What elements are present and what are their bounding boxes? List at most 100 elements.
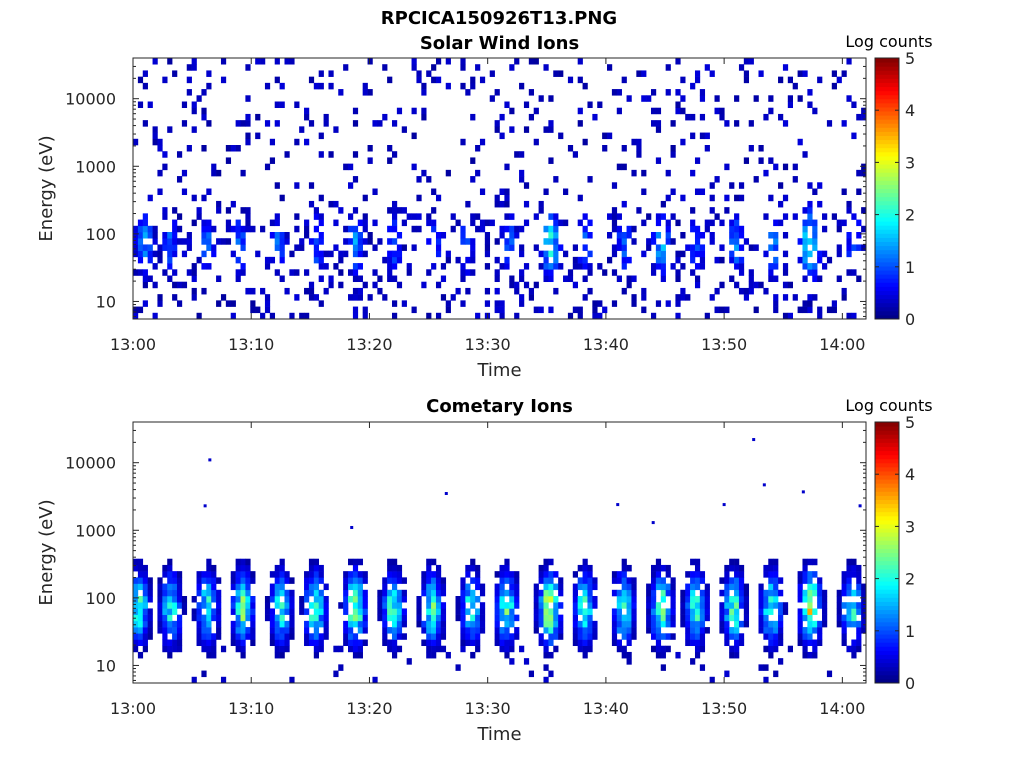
spectrogram-cell bbox=[352, 639, 359, 647]
spectrogram-cell bbox=[162, 571, 168, 578]
spectrogram-cell bbox=[690, 113, 696, 121]
spectrogram-cell bbox=[724, 614, 730, 622]
spectrogram-cell bbox=[714, 95, 720, 102]
spectrogram-cell bbox=[318, 614, 324, 622]
spectrogram-cell bbox=[269, 256, 276, 264]
spectrogram-cell bbox=[665, 564, 671, 572]
spectrogram-cell bbox=[157, 244, 163, 251]
spectrogram-cell bbox=[807, 101, 813, 109]
spectrogram-cell bbox=[787, 281, 793, 289]
spectrogram-cell bbox=[553, 176, 559, 183]
spectrogram-cell bbox=[734, 633, 740, 640]
spectrogram-cell bbox=[670, 120, 676, 127]
spectrogram-cell bbox=[787, 312, 793, 320]
spectrogram-cell bbox=[245, 614, 251, 622]
spectrogram-cell bbox=[665, 571, 671, 578]
spectrogram-cell bbox=[807, 639, 813, 647]
spectrogram-cell bbox=[460, 583, 466, 591]
spectrogram-cell bbox=[631, 596, 637, 603]
spectrogram-cell bbox=[782, 281, 789, 289]
spectrogram-cell bbox=[152, 225, 158, 233]
spectrogram-cell bbox=[250, 602, 256, 609]
colorbar-segment bbox=[875, 274, 899, 279]
spectrogram-cell bbox=[856, 620, 862, 628]
spectrogram-cell bbox=[846, 558, 852, 566]
spectrogram-cell bbox=[802, 558, 808, 566]
spectrogram-cell bbox=[724, 608, 730, 615]
spectrogram-cell bbox=[509, 126, 515, 133]
spectrogram-cell bbox=[734, 238, 740, 245]
spectrogram-cell bbox=[548, 157, 554, 164]
spectrogram-cell bbox=[240, 589, 246, 597]
spectrogram-cell bbox=[176, 577, 183, 584]
spectrogram-cell bbox=[431, 608, 437, 615]
spectrogram-cell bbox=[435, 583, 442, 591]
spectrogram-cell bbox=[167, 589, 173, 597]
spectrogram-cell bbox=[851, 564, 857, 572]
spectrogram-cell bbox=[313, 596, 319, 603]
spectrogram-cell bbox=[279, 602, 285, 609]
spectrogram-cell bbox=[499, 602, 505, 609]
spectrogram-cell bbox=[773, 639, 779, 647]
spectrogram-cell bbox=[856, 232, 862, 239]
spectrogram-cell bbox=[245, 287, 251, 295]
spectrogram-cell bbox=[582, 571, 588, 578]
spectrogram-cell bbox=[587, 596, 593, 603]
spectrogram-cell bbox=[650, 232, 657, 239]
spectrogram-cell bbox=[391, 213, 398, 220]
spectrogram-cell bbox=[245, 225, 251, 233]
spectrogram-cell bbox=[660, 269, 666, 276]
spectrogram-cell bbox=[797, 627, 803, 634]
colorbar-segment bbox=[875, 670, 899, 676]
spectrogram-cell bbox=[460, 602, 466, 609]
spectrogram-cell bbox=[514, 602, 520, 609]
spectrogram-cell bbox=[572, 306, 578, 314]
spectrogram-cell bbox=[426, 639, 432, 647]
spectrogram-cell bbox=[572, 583, 578, 591]
spectrogram-cell bbox=[782, 250, 789, 258]
spectrogram-cell bbox=[846, 645, 852, 653]
spectrogram-cell bbox=[773, 219, 779, 227]
spectrogram-cell bbox=[841, 188, 847, 196]
spectrogram-cell bbox=[318, 132, 324, 140]
spectrogram-cell bbox=[538, 589, 544, 597]
spectrogram-cell bbox=[685, 608, 691, 615]
spectrogram-cell bbox=[509, 589, 515, 597]
spectrogram-cell bbox=[533, 589, 539, 597]
spectrogram-cell bbox=[167, 639, 173, 647]
spectrogram-cell bbox=[577, 564, 583, 572]
spectrogram-cell bbox=[211, 577, 217, 584]
spectrogram-cell bbox=[396, 564, 403, 572]
spectrogram-cell bbox=[660, 620, 666, 628]
spectrogram-cell bbox=[577, 256, 583, 264]
spectrogram-cell bbox=[646, 244, 652, 251]
spectrogram-cell bbox=[289, 627, 295, 634]
spectrogram-cell bbox=[387, 577, 393, 584]
spectrogram-cell bbox=[421, 589, 427, 597]
colorbar-segment bbox=[875, 249, 899, 255]
spectrogram-cell bbox=[592, 300, 598, 307]
spectrogram-cell bbox=[719, 256, 725, 264]
spectrogram-cell bbox=[377, 614, 383, 622]
spectrogram-cell bbox=[352, 238, 359, 245]
spectrogram-cell bbox=[406, 658, 412, 665]
spectrogram-cell bbox=[572, 633, 578, 640]
spectrogram-cell bbox=[543, 238, 549, 245]
spectrogram-cell bbox=[538, 608, 544, 615]
spectrogram-cell bbox=[304, 589, 310, 597]
spectrogram-cell bbox=[142, 225, 148, 233]
spectrogram-cell bbox=[377, 596, 383, 603]
spectrogram-cell bbox=[670, 583, 676, 591]
spectrogram-cell bbox=[626, 651, 632, 659]
spectrogram-cell bbox=[157, 169, 163, 177]
spectrogram-cell bbox=[660, 645, 666, 653]
spectrogram-cell bbox=[548, 583, 554, 591]
spectrogram-cell bbox=[137, 238, 144, 245]
spectrogram-cell bbox=[655, 232, 662, 239]
spectrogram-cell bbox=[401, 207, 407, 214]
spectrogram-cell bbox=[499, 564, 505, 572]
spectrogram-cell bbox=[641, 287, 647, 295]
spectrogram-cell bbox=[362, 219, 368, 227]
x-tick-label: 13:50 bbox=[701, 699, 747, 718]
spectrogram-cell bbox=[734, 620, 740, 628]
